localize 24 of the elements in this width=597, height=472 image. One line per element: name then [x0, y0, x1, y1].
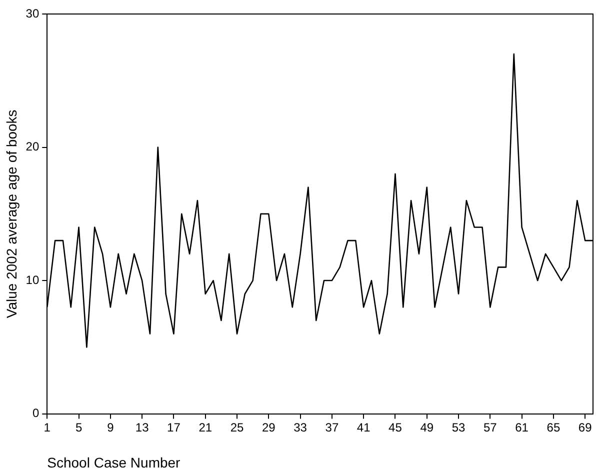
x-tick-label: 53: [452, 420, 466, 434]
x-tick-label: 25: [230, 420, 244, 434]
x-tick-label: 41: [356, 420, 371, 434]
x-axis-title: School Case Number: [47, 454, 181, 470]
x-tick-label: 37: [325, 420, 339, 434]
x-tick-label: 61: [515, 420, 529, 434]
y-tick-label: 0: [32, 406, 40, 420]
x-tick-label: 13: [135, 420, 150, 434]
x-tick-label: 1: [44, 420, 51, 434]
x-tick-label: 29: [262, 420, 276, 434]
x-tick-label: 5: [75, 420, 82, 434]
x-tick-label: 65: [546, 420, 560, 434]
x-tick-label: 57: [483, 420, 498, 434]
x-tick-label: 21: [198, 420, 212, 434]
y-axis-title: Value 2002 average age of books: [3, 110, 20, 318]
y-tick-label: 10: [26, 272, 40, 287]
y-tick-label: 20: [26, 140, 40, 154]
x-tick-label: 49: [420, 420, 434, 434]
x-tick-label: 9: [107, 420, 114, 434]
y-tick-label: 30: [26, 6, 40, 20]
x-tick-label: 33: [294, 420, 308, 434]
x-tick-label: 17: [167, 420, 181, 434]
x-tick-label: 69: [578, 420, 592, 434]
x-tick-label: 45: [388, 420, 402, 434]
